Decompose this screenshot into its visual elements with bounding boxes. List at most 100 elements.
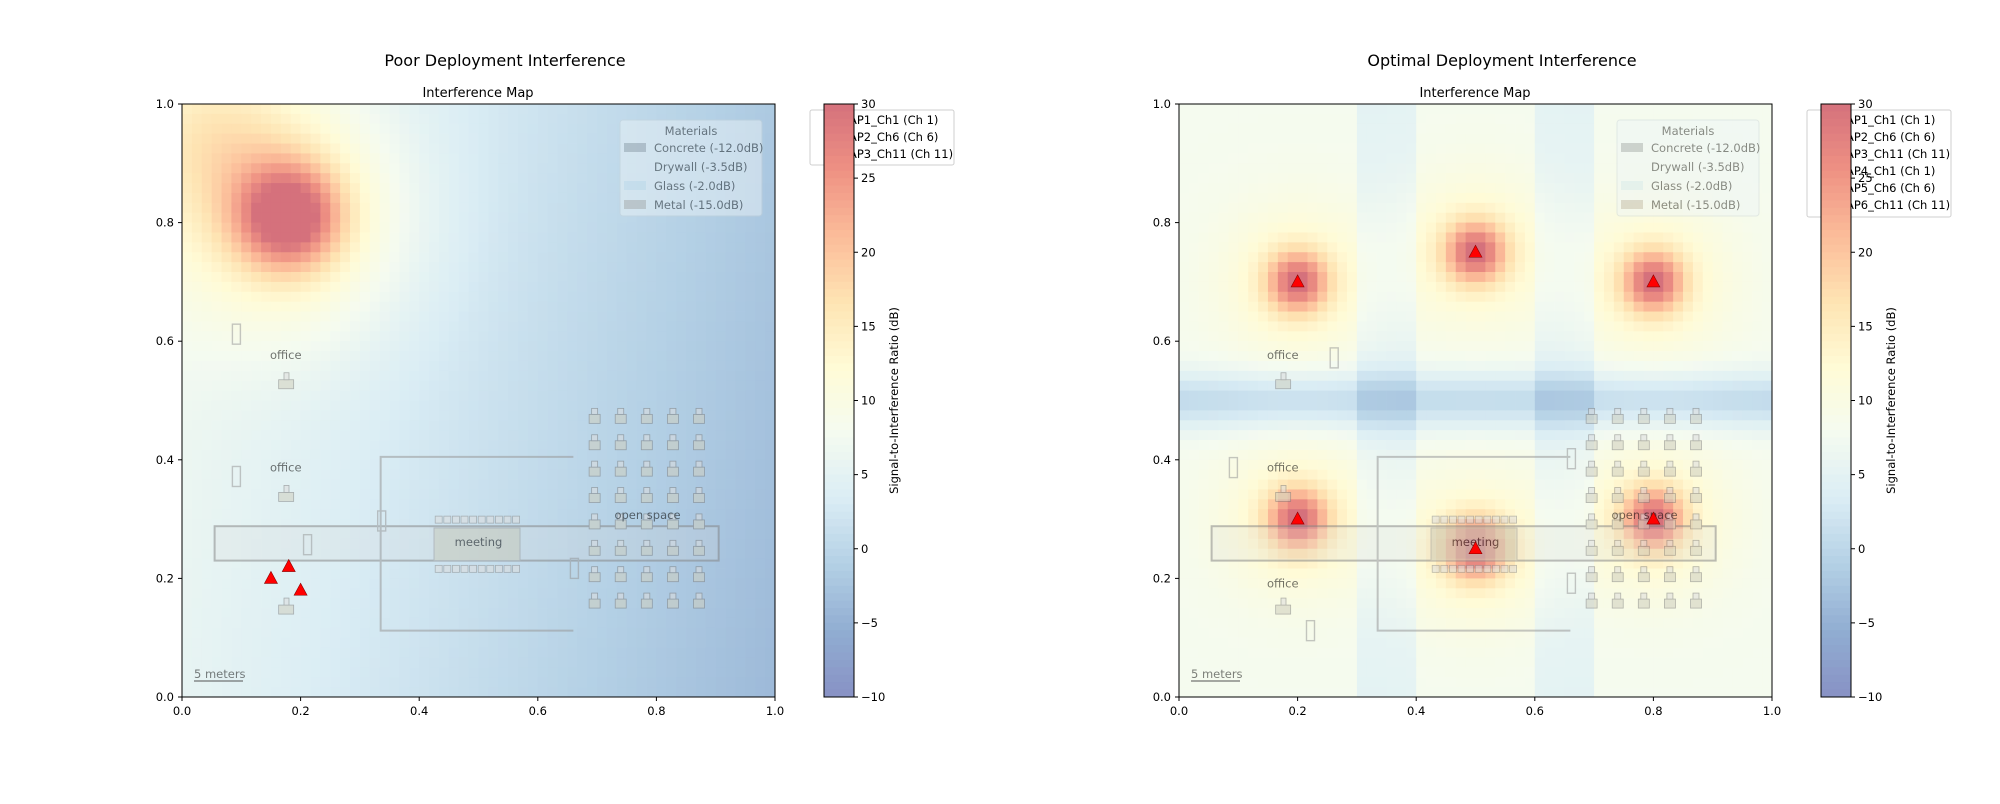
heatmap-cell (241, 252, 251, 262)
heatmap-cell (271, 232, 281, 242)
heatmap-cell (528, 460, 538, 470)
heatmap-cell (498, 648, 508, 658)
heatmap-cell (350, 252, 360, 262)
heatmap-cell (479, 183, 489, 193)
heatmap-cell (607, 371, 617, 381)
heatmap-cell (439, 687, 449, 697)
heatmap-cell (340, 489, 350, 499)
heatmap-cell (676, 292, 686, 302)
heatmap-cell (419, 183, 429, 193)
heatmap-cell (390, 460, 400, 470)
heatmap-cell (202, 232, 212, 242)
heatmap-cell (528, 677, 538, 687)
heatmap-cell (518, 341, 528, 351)
heatmap-cell (360, 470, 370, 480)
heatmap-cell (1258, 499, 1268, 509)
heatmap-cell (548, 134, 558, 144)
colorbar-segment (824, 615, 854, 623)
heatmap-cell (488, 321, 498, 331)
heatmap-cell (202, 321, 212, 331)
heatmap-cell (538, 677, 548, 687)
heatmap-cell (696, 371, 706, 381)
heatmap-cell (340, 124, 350, 134)
heatmap-cell (735, 420, 745, 430)
heatmap-cell (399, 430, 409, 440)
heatmap-cell (212, 628, 222, 638)
colorbar-segment (824, 200, 854, 208)
heatmap-cell (399, 667, 409, 677)
heatmap-cell (676, 104, 686, 114)
heatmap-cell (735, 667, 745, 677)
heatmap-cell (538, 124, 548, 134)
heatmap-cell (548, 588, 558, 598)
heatmap-cell (508, 114, 518, 124)
room-label: office (270, 348, 302, 362)
heatmap-cell (281, 321, 291, 331)
heatmap-cell (597, 667, 607, 677)
heatmap-cell (399, 163, 409, 173)
heatmap-cell (1219, 578, 1229, 588)
heatmap-cell (518, 489, 528, 499)
heatmap-cell (1288, 638, 1298, 648)
heatmap-cell (390, 213, 400, 223)
heatmap-cell (439, 331, 449, 341)
heatmap-cell (735, 252, 745, 262)
heatmap-cell (548, 104, 558, 114)
heatmap-cell (1228, 173, 1238, 183)
heatmap-cell (320, 677, 330, 687)
heatmap-cell (409, 489, 419, 499)
heatmap-cell (518, 312, 528, 322)
heatmap-cell (1228, 114, 1238, 124)
heatmap-cell (745, 242, 755, 252)
heatmap-cell (538, 183, 548, 193)
heatmap-cell (301, 677, 311, 687)
heatmap-cell (429, 341, 439, 351)
heatmap-cell (765, 410, 775, 420)
heatmap-cell (676, 657, 686, 667)
heatmap-cell (1298, 104, 1308, 114)
heatmap-cell (182, 608, 192, 618)
heatmap-cell (1347, 470, 1357, 480)
heatmap-cell (330, 203, 340, 213)
heatmap-cell (281, 292, 291, 302)
heatmap-cell (261, 420, 271, 430)
heatmap-cell (1327, 588, 1337, 598)
heatmap-cell (1248, 193, 1258, 203)
heatmap-cell (479, 391, 489, 401)
heatmap-cell (1248, 588, 1258, 598)
heatmap-cell (488, 292, 498, 302)
colorbar-tick-label: −5 (861, 616, 878, 630)
heatmap-cell (1248, 104, 1258, 114)
heatmap-cell (281, 440, 291, 450)
heatmap-cell (301, 242, 311, 252)
heatmap-cell (587, 351, 597, 361)
heatmap-cell (587, 173, 597, 183)
heatmap-cell (666, 341, 676, 351)
colorbar-segment (824, 371, 854, 379)
heatmap-cell (1347, 242, 1357, 252)
heatmap-cell (676, 232, 686, 242)
colorbar-segment (824, 519, 854, 527)
heatmap-cell (597, 430, 607, 440)
heatmap-cell (310, 499, 320, 509)
heatmap-cell (330, 302, 340, 312)
heatmap-cell (538, 470, 548, 480)
heatmap-cell (745, 351, 755, 361)
heatmap-cell (202, 489, 212, 499)
heatmap-cell (271, 262, 281, 272)
heatmap-cell (380, 341, 390, 351)
heatmap-cell (340, 401, 350, 411)
heatmap-cell (716, 638, 726, 648)
heatmap-cell (439, 648, 449, 658)
heatmap-cell (271, 183, 281, 193)
heatmap-cell (666, 351, 676, 361)
heatmap-cell (755, 361, 765, 371)
heatmap-cell (745, 341, 755, 351)
heatmap-cell (498, 578, 508, 588)
heatmap-cell (508, 410, 518, 420)
heatmap-cell (1298, 499, 1308, 509)
materials-legend-title: Materials (665, 124, 718, 138)
heatmap-cell (1238, 420, 1248, 430)
heatmap-cell (241, 381, 251, 391)
heatmap-cell (765, 203, 775, 213)
